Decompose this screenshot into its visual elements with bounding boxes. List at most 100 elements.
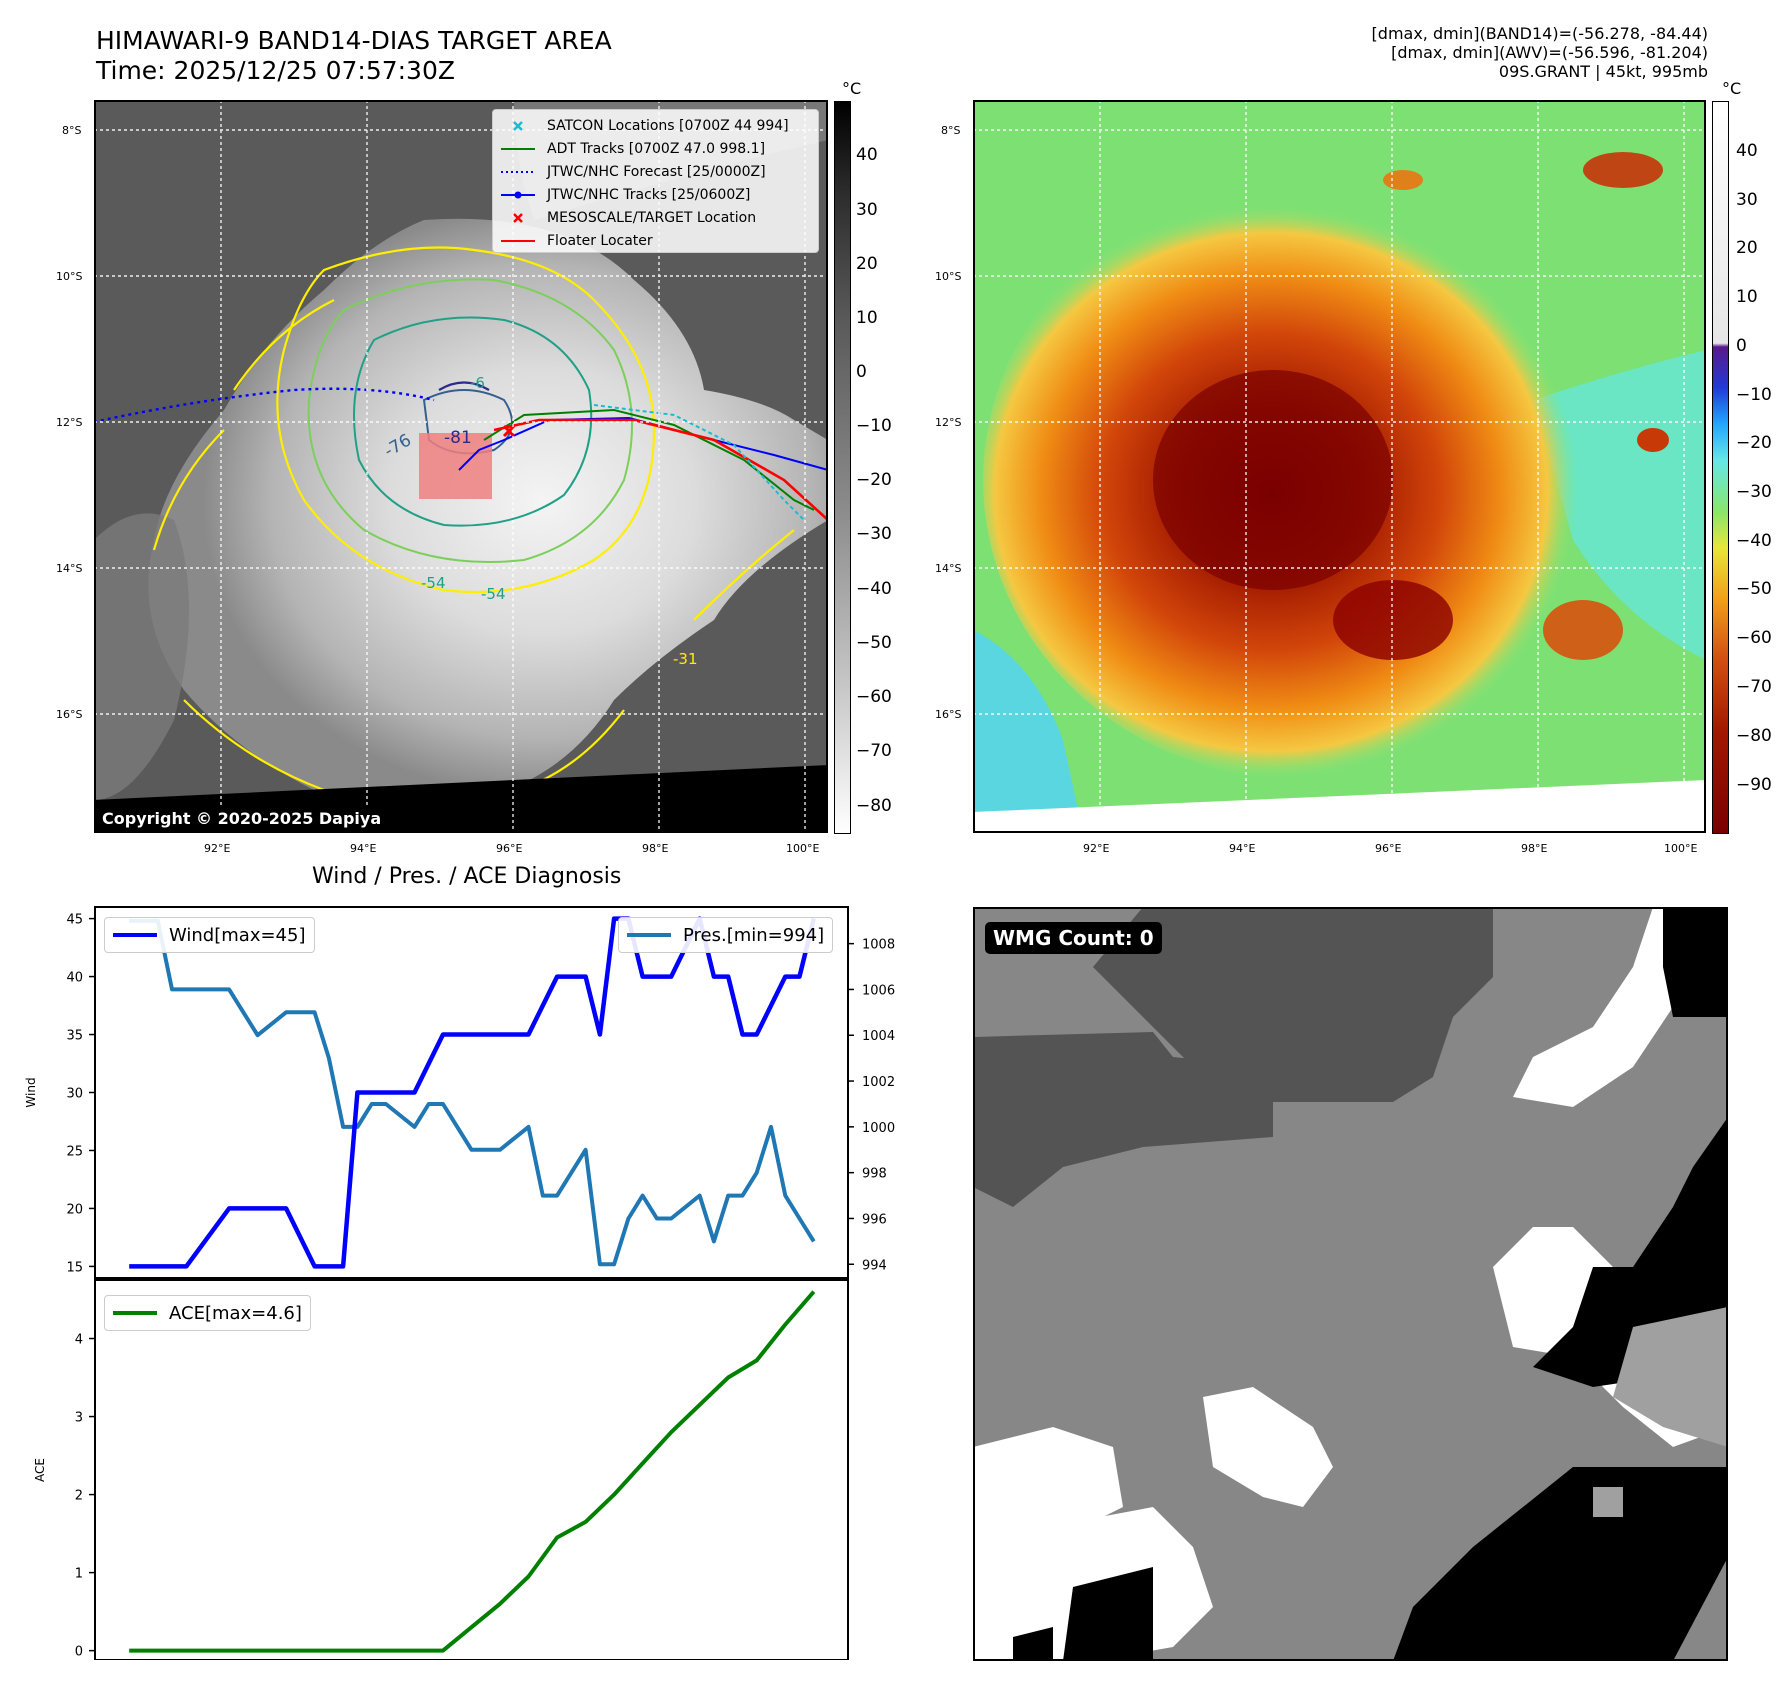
- lon-label: 94°E: [1229, 842, 1256, 855]
- gray-colorbar-tick: 40: [856, 145, 878, 165]
- ace-legend: ACE[max=4.6]: [104, 1295, 311, 1331]
- wmg-panel: [973, 907, 1728, 1661]
- color-colorbar-tick: −60: [1736, 628, 1772, 648]
- lon-label: 94°E: [350, 842, 377, 855]
- title-line-1: HIMAWARI-9 BAND14-DIAS TARGET AREA: [96, 26, 612, 55]
- pressure-tick-label: 1000: [862, 1121, 895, 1136]
- figure-title: HIMAWARI-9 BAND14-DIAS TARGET AREA Time:…: [96, 26, 612, 86]
- color-colorbar-tick: 30: [1736, 190, 1758, 210]
- lat-label: 10°S: [56, 270, 83, 283]
- lon-label: 92°E: [1083, 842, 1110, 855]
- x-marker-icon: [501, 119, 535, 133]
- legend-item-mesoscale: MESOSCALE/TARGET Location: [501, 206, 810, 229]
- contour-label: -81: [444, 428, 472, 448]
- legend-item-tracks: JTWC/NHC Tracks [25/0600Z]: [501, 183, 810, 206]
- lon-label: 98°E: [642, 842, 669, 855]
- gray-colorbar-tick: −70: [856, 741, 892, 761]
- legend-label: MESOSCALE/TARGET Location: [547, 209, 757, 226]
- lat-label: 8°S: [941, 124, 961, 137]
- ace-legend-label: ACE[max=4.6]: [169, 1302, 302, 1324]
- gray-colorbar-unit: °C: [842, 79, 862, 98]
- pressure-legend: Pres.[min=994]: [618, 917, 834, 953]
- color-colorbar-tick: 0: [1736, 336, 1747, 356]
- gray-colorbar-tick: −30: [856, 524, 892, 544]
- legend-item-adt: ADT Tracks [0700Z 47.0 998.1]: [501, 137, 810, 160]
- ace-axis-label: ACE: [33, 1458, 47, 1482]
- color-colorbar-tick: −80: [1736, 726, 1772, 746]
- wind-axis-label: Wind: [24, 1077, 38, 1107]
- ace-series-line: [129, 1290, 816, 1653]
- wind-tick-label: 25: [66, 1144, 83, 1159]
- ir-map-panel: -76 -81 -54 -54 -31 -6: [94, 100, 828, 833]
- legend-label: ADT Tracks [0700Z 47.0 998.1]: [547, 140, 766, 157]
- ace-axes-frame: [94, 1279, 849, 1660]
- lon-label: 96°E: [496, 842, 523, 855]
- contour-label: -54: [481, 585, 506, 603]
- line-marker-icon: [501, 142, 535, 156]
- gray-colorbar-tick: −50: [856, 633, 892, 653]
- wmg-count-badge: WMG Count: 0: [985, 922, 1162, 954]
- info-line-2: [dmax, dmin](AWV)=(-56.596, -81.204): [1391, 43, 1708, 62]
- ace-tick-label: 3: [75, 1411, 83, 1426]
- legend-item-satcon: SATCON Locations [0700Z 44 994]: [501, 114, 810, 137]
- legend-item-forecast: JTWC/NHC Forecast [25/0000Z]: [501, 160, 810, 183]
- contour-label: -54: [421, 574, 446, 592]
- wind-legend-line: [113, 933, 157, 937]
- ace-tick-label: 2: [75, 1489, 83, 1504]
- pressure-tick-label: 1002: [862, 1075, 895, 1090]
- color-colorbar-unit: °C: [1722, 79, 1742, 98]
- lat-label: 10°S: [935, 270, 962, 283]
- gray-colorbar-tick: 20: [856, 254, 878, 274]
- gray-colorbar-tick: −10: [856, 416, 892, 436]
- wind-pressure-chart: 1520253035404599499699810001002100410061…: [24, 906, 895, 1660]
- lat-label: 16°S: [935, 708, 962, 721]
- ace-legend-line: [113, 1311, 157, 1315]
- color-colorbar-tick: 10: [1736, 287, 1758, 307]
- legend-item-floater: Floater Locater: [501, 229, 810, 252]
- lon-label: 92°E: [204, 842, 231, 855]
- ace-tick-label: 1: [75, 1567, 83, 1582]
- gray-colorbar-tick: 0: [856, 362, 867, 382]
- info-line-3: 09S.GRANT | 45kt, 995mb: [1498, 62, 1708, 81]
- gray-colorbar-tick: −80: [856, 796, 892, 816]
- dotted-line-icon: [501, 165, 535, 179]
- copyright-notice: Copyright © 2020-2025 Dapiya: [96, 808, 388, 829]
- color-colorbar-tick: 20: [1736, 238, 1758, 258]
- gray-colorbar-tick: −40: [856, 579, 892, 599]
- wind-legend: Wind[max=45]: [104, 917, 315, 953]
- wind-axes-frame: [94, 906, 849, 1279]
- map-legend: SATCON Locations [0700Z 44 994] ADT Trac…: [492, 109, 819, 253]
- lat-label: 14°S: [56, 562, 83, 575]
- x-marker-icon: [501, 211, 535, 225]
- info-block: [dmax, dmin](BAND14)=(-56.278, -84.44) […: [1372, 24, 1708, 81]
- wind-legend-label: Wind[max=45]: [169, 924, 306, 946]
- gray-colorbar-tick: 10: [856, 308, 878, 328]
- pressure-series-line: [129, 918, 816, 1267]
- color-ir-map-panel: [973, 100, 1706, 833]
- lon-label: 100°E: [786, 842, 820, 855]
- title-line-2: Time: 2025/12/25 07:57:30Z: [96, 56, 455, 85]
- info-line-1: [dmax, dmin](BAND14)=(-56.278, -84.44): [1371, 24, 1708, 43]
- color-colorbar-tick: −30: [1736, 482, 1772, 502]
- color-colorbar: [1712, 101, 1729, 834]
- wind-tick-label: 30: [66, 1087, 83, 1102]
- pressure-tick-label: 996: [862, 1212, 887, 1227]
- legend-label: JTWC/NHC Forecast [25/0000Z]: [547, 163, 766, 180]
- lon-label: 98°E: [1521, 842, 1548, 855]
- contour-label: -6: [470, 374, 485, 392]
- lon-label: 96°E: [1375, 842, 1402, 855]
- ace-tick-label: 0: [75, 1645, 83, 1660]
- lon-label: 100°E: [1664, 842, 1698, 855]
- lat-label: 12°S: [56, 416, 83, 429]
- color-colorbar-tick: −20: [1736, 433, 1772, 453]
- gray-colorbar-tick: 30: [856, 200, 878, 220]
- ir-map-image: [96, 102, 826, 831]
- pressure-tick-label: 1008: [862, 938, 895, 953]
- color-ir-map-image: [975, 102, 1704, 831]
- contour-label: -31: [673, 650, 698, 668]
- line-marker-icon: [501, 234, 535, 248]
- lat-label: 14°S: [935, 562, 962, 575]
- lat-label: 16°S: [56, 708, 83, 721]
- wind-tick-label: 40: [66, 971, 83, 986]
- ace-tick-label: 4: [75, 1333, 83, 1348]
